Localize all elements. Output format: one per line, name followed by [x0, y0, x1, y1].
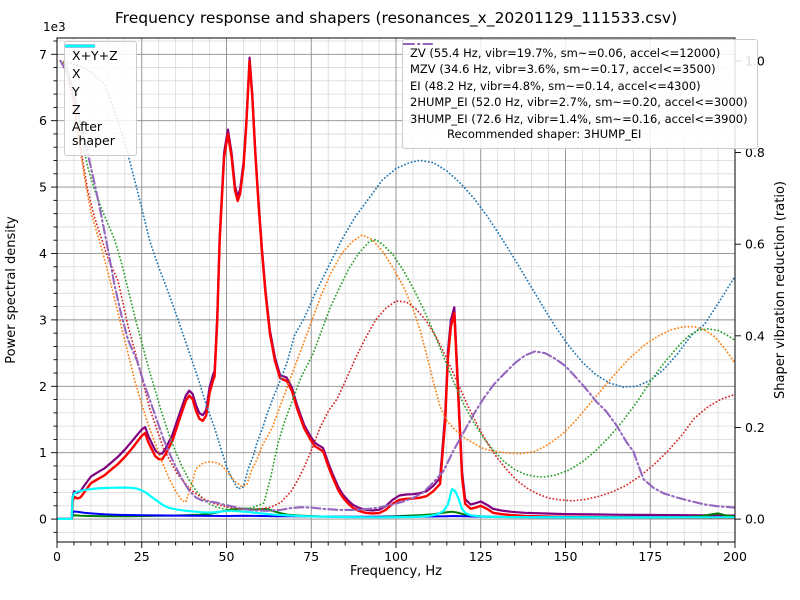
legend-item-label: After shaper — [72, 119, 115, 149]
legend-item: 2HUMP_EI (52.0 Hz, vibr=2.7%, sm~=0.20, … — [403, 42, 748, 112]
y-right-tick-label: 0.6 — [745, 237, 765, 252]
series-mzv — [59, 60, 735, 503]
legend-item-label: EI (48.2 Hz, vibr=4.8%, sm~=0.14, accel<… — [410, 78, 701, 93]
y-right-tick-label: 0.2 — [745, 420, 765, 435]
series-3hump-ei — [59, 59, 735, 512]
y-left-tick-label: 1 — [39, 445, 47, 460]
y-right-tick-label: 0.4 — [745, 328, 765, 343]
legend-item: After shaper — [65, 44, 126, 149]
legend-item: EI (48.2 Hz, vibr=4.8%, sm~=0.14, accel<… — [403, 42, 748, 95]
legend-item-label: ZV (55.4 Hz, vibr=19.7%, sm~=0.06, accel… — [410, 45, 721, 60]
y-right-axis-label: Shaper vibration reduction (ratio) — [773, 181, 788, 399]
legend-item-label: Z — [72, 102, 81, 118]
x-tick-label: 0 — [53, 549, 61, 564]
legend-psd: X+Y+Z X Y Z After shaper — [64, 41, 137, 156]
x-tick-label: 50 — [219, 549, 235, 564]
legend-item-label: 2HUMP_EI (52.0 Hz, vibr=2.7%, sm~=0.20, … — [410, 95, 748, 110]
legend-shapers: ZV (55.4 Hz, vibr=19.7%, sm~=0.06, accel… — [402, 39, 758, 149]
legend-item-label: X — [72, 66, 81, 82]
legend-line-sample-icon — [403, 42, 433, 46]
axis-tick-labels: 0 25 50 75 100 125 150 175 200 0 1 2 3 4 5 6 7 0.0 0.2 0.4 0… — [39, 47, 765, 564]
x-tick-label: 75 — [303, 549, 319, 564]
y-left-axis-label: Power spectral density — [4, 216, 19, 364]
y-left-tick-label: 5 — [39, 180, 47, 195]
legend-item: X+Y+Z — [65, 44, 126, 65]
legend-item: 3HUMP_EI (72.6 Hz, vibr=1.4%, sm~=0.16, … — [403, 42, 748, 128]
series-ei — [59, 60, 735, 511]
x-tick-label: 25 — [134, 549, 150, 564]
y-left-tick-label: 3 — [39, 312, 47, 327]
shaper-curves — [59, 59, 735, 512]
legend-item-label: MZV (34.6 Hz, vibr=3.6%, sm~=0.17, accel… — [410, 62, 716, 77]
y-left-tick-label: 0 — [39, 512, 47, 527]
y-left-tick-label: 4 — [39, 246, 47, 261]
legend-line-sample-icon — [65, 44, 95, 48]
y-right-tick-label: 0.8 — [745, 145, 765, 160]
legend-item: MZV (34.6 Hz, vibr=3.6%, sm~=0.17, accel… — [403, 42, 748, 79]
x-tick-label: 150 — [554, 549, 578, 564]
legend-item: X — [65, 44, 126, 83]
y-right-tick-label: 0.0 — [745, 512, 765, 527]
series-x — [57, 59, 735, 520]
legend-item: Y — [65, 44, 126, 101]
series-zv — [59, 60, 735, 490]
x-tick-label: 100 — [384, 549, 408, 564]
y-axis-offset-label: 1e3 — [43, 20, 66, 34]
x-tick-label: 125 — [469, 549, 493, 564]
x-tick-label: 175 — [638, 549, 662, 564]
legend-item: Z — [65, 44, 126, 119]
y-left-tick-label: 2 — [39, 379, 47, 394]
y-left-tick-label: 7 — [39, 47, 47, 62]
chart-title: Frequency response and shapers (resonanc… — [114, 9, 678, 27]
y-left-tick-label: 6 — [39, 113, 47, 128]
x-axis-label: Frequency, Hz — [350, 564, 442, 579]
psd-curves — [57, 56, 735, 520]
recommended-shaper-note: Recommended shaper: 3HUMP_EI — [447, 126, 642, 141]
legend-item-label: 3HUMP_EI (72.6 Hz, vibr=1.4%, sm~=0.16, … — [410, 111, 748, 126]
legend-item-label: X+Y+Z — [72, 48, 118, 64]
legend-item-label: Y — [72, 84, 80, 100]
axis-ticks — [51, 40, 741, 548]
legend-item: ZV (55.4 Hz, vibr=19.7%, sm~=0.06, accel… — [403, 42, 748, 62]
series-after-shaper — [57, 486, 735, 520]
x-tick-label: 200 — [723, 549, 747, 564]
